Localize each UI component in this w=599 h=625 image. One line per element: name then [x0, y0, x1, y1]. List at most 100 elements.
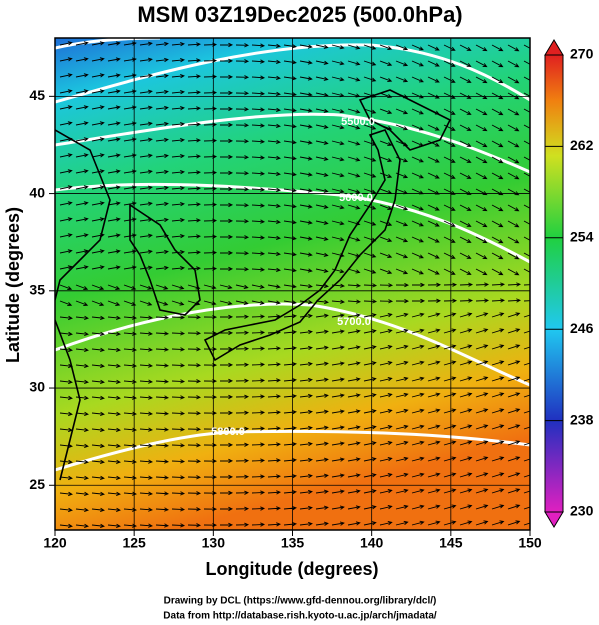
- wind-arrow: [491, 472, 505, 478]
- wind-arrow: [459, 204, 472, 211]
- wind-arrow: [347, 172, 361, 178]
- wind-arrow: [235, 458, 250, 463]
- wind-arrow: [267, 330, 282, 335]
- wind-arrow: [219, 284, 233, 290]
- colorbar-min-arrow: [544, 511, 564, 528]
- wind-arrow: [235, 314, 250, 319]
- wind-arrow: [459, 252, 472, 259]
- wind-arrow: [507, 268, 520, 276]
- wind-arrow: [267, 187, 281, 193]
- wind-arrow: [155, 249, 169, 255]
- wind-arrow: [155, 185, 169, 191]
- wind-arrow: [155, 217, 169, 223]
- wind-arrow: [443, 298, 458, 303]
- wind-arrow: [443, 172, 456, 179]
- wind-arrow: [187, 491, 202, 496]
- wind-arrow: [299, 284, 313, 289]
- wind-arrow: [459, 520, 473, 526]
- wind-arrow: [491, 298, 506, 303]
- wind-arrow: [299, 313, 313, 319]
- wind-arrow: [283, 76, 297, 81]
- wind-arrow: [235, 219, 250, 224]
- wind-arrow: [267, 155, 281, 161]
- wind-arrow: [155, 41, 169, 47]
- wind-arrow: [283, 300, 297, 305]
- wind-arrow: [107, 459, 121, 464]
- wind-arrow: [267, 251, 281, 257]
- map-layers: 5500.0 5600.0 5700.0 5800.0: [55, 38, 530, 530]
- wind-arrow: [91, 507, 105, 513]
- wind-arrow: [75, 379, 89, 385]
- wind-arrow: [411, 236, 424, 243]
- wind-arrow: [459, 488, 473, 494]
- contour-line: [55, 43, 530, 104]
- wind-arrow: [91, 249, 105, 254]
- wind-arrow: [491, 44, 504, 52]
- wind-arrow: [315, 409, 329, 414]
- wind-arrow: [59, 491, 73, 497]
- wind-arrow: [59, 507, 73, 513]
- wind-arrow: [507, 282, 522, 287]
- wind-arrow: [283, 506, 297, 511]
- wind-arrow: [299, 345, 313, 351]
- wind-arrow: [299, 172, 313, 177]
- contour-label: 5600.0: [339, 192, 373, 204]
- wind-arrow: [443, 520, 457, 526]
- wind-arrow: [187, 284, 201, 290]
- wind-arrow: [443, 156, 456, 163]
- wind-arrow: [475, 44, 488, 52]
- wind-arrow: [219, 458, 234, 464]
- wind-arrow: [315, 252, 329, 257]
- wind-arrow: [267, 442, 282, 447]
- wind-arrow: [171, 491, 186, 496]
- wind-arrow: [411, 312, 425, 318]
- wind-arrow: [331, 425, 345, 430]
- wind-arrow: [459, 392, 473, 398]
- wind-arrow: [235, 378, 250, 383]
- wind-arrow: [395, 172, 409, 179]
- wind-arrow: [91, 169, 105, 174]
- wind-arrow: [283, 156, 297, 161]
- wind-arrow: [507, 504, 521, 510]
- colorbar: [544, 54, 564, 513]
- wind-arrow: [475, 312, 489, 318]
- wind-arrow: [59, 459, 73, 465]
- wind-arrow: [443, 376, 457, 382]
- wind-arrow: [379, 220, 393, 226]
- height-contours: [55, 38, 530, 472]
- wind-arrow: [459, 282, 474, 287]
- wind-arrow: [331, 329, 345, 334]
- wind-arrow: [283, 522, 297, 527]
- wind-arrow: [331, 44, 345, 50]
- wind-arrow: [139, 57, 153, 62]
- wind-arrow: [251, 284, 265, 289]
- wind-arrow: [427, 504, 441, 510]
- wind-arrow: [427, 360, 441, 366]
- wind-arrow: [283, 490, 297, 495]
- wind-arrow: [475, 140, 488, 148]
- wind-arrow: [331, 220, 345, 226]
- wind-arrow: [107, 300, 121, 306]
- wind-arrow: [427, 172, 440, 179]
- wind-arrow: [155, 121, 169, 127]
- wind-arrow: [91, 105, 105, 110]
- wind-arrow: [315, 441, 329, 446]
- wind-arrow: [107, 347, 121, 352]
- wind-arrow: [267, 267, 281, 273]
- wind-arrow: [315, 140, 329, 145]
- wind-arrow: [411, 360, 425, 366]
- wind-arrow: [91, 201, 105, 206]
- wind-arrow: [107, 89, 121, 94]
- wind-arrow: [427, 376, 441, 382]
- wind-arrow: [459, 440, 473, 446]
- wind-arrow: [75, 265, 89, 270]
- wind-arrow: [283, 172, 297, 177]
- wind-arrow: [155, 347, 170, 352]
- wind-arrow: [459, 408, 473, 414]
- wind-arrow: [219, 122, 234, 128]
- wind-arrow: [251, 123, 266, 128]
- wind-arrow: [395, 456, 409, 462]
- wind-arrow: [315, 473, 329, 478]
- wind-arrow: [491, 282, 506, 287]
- wind-arrow: [107, 315, 121, 320]
